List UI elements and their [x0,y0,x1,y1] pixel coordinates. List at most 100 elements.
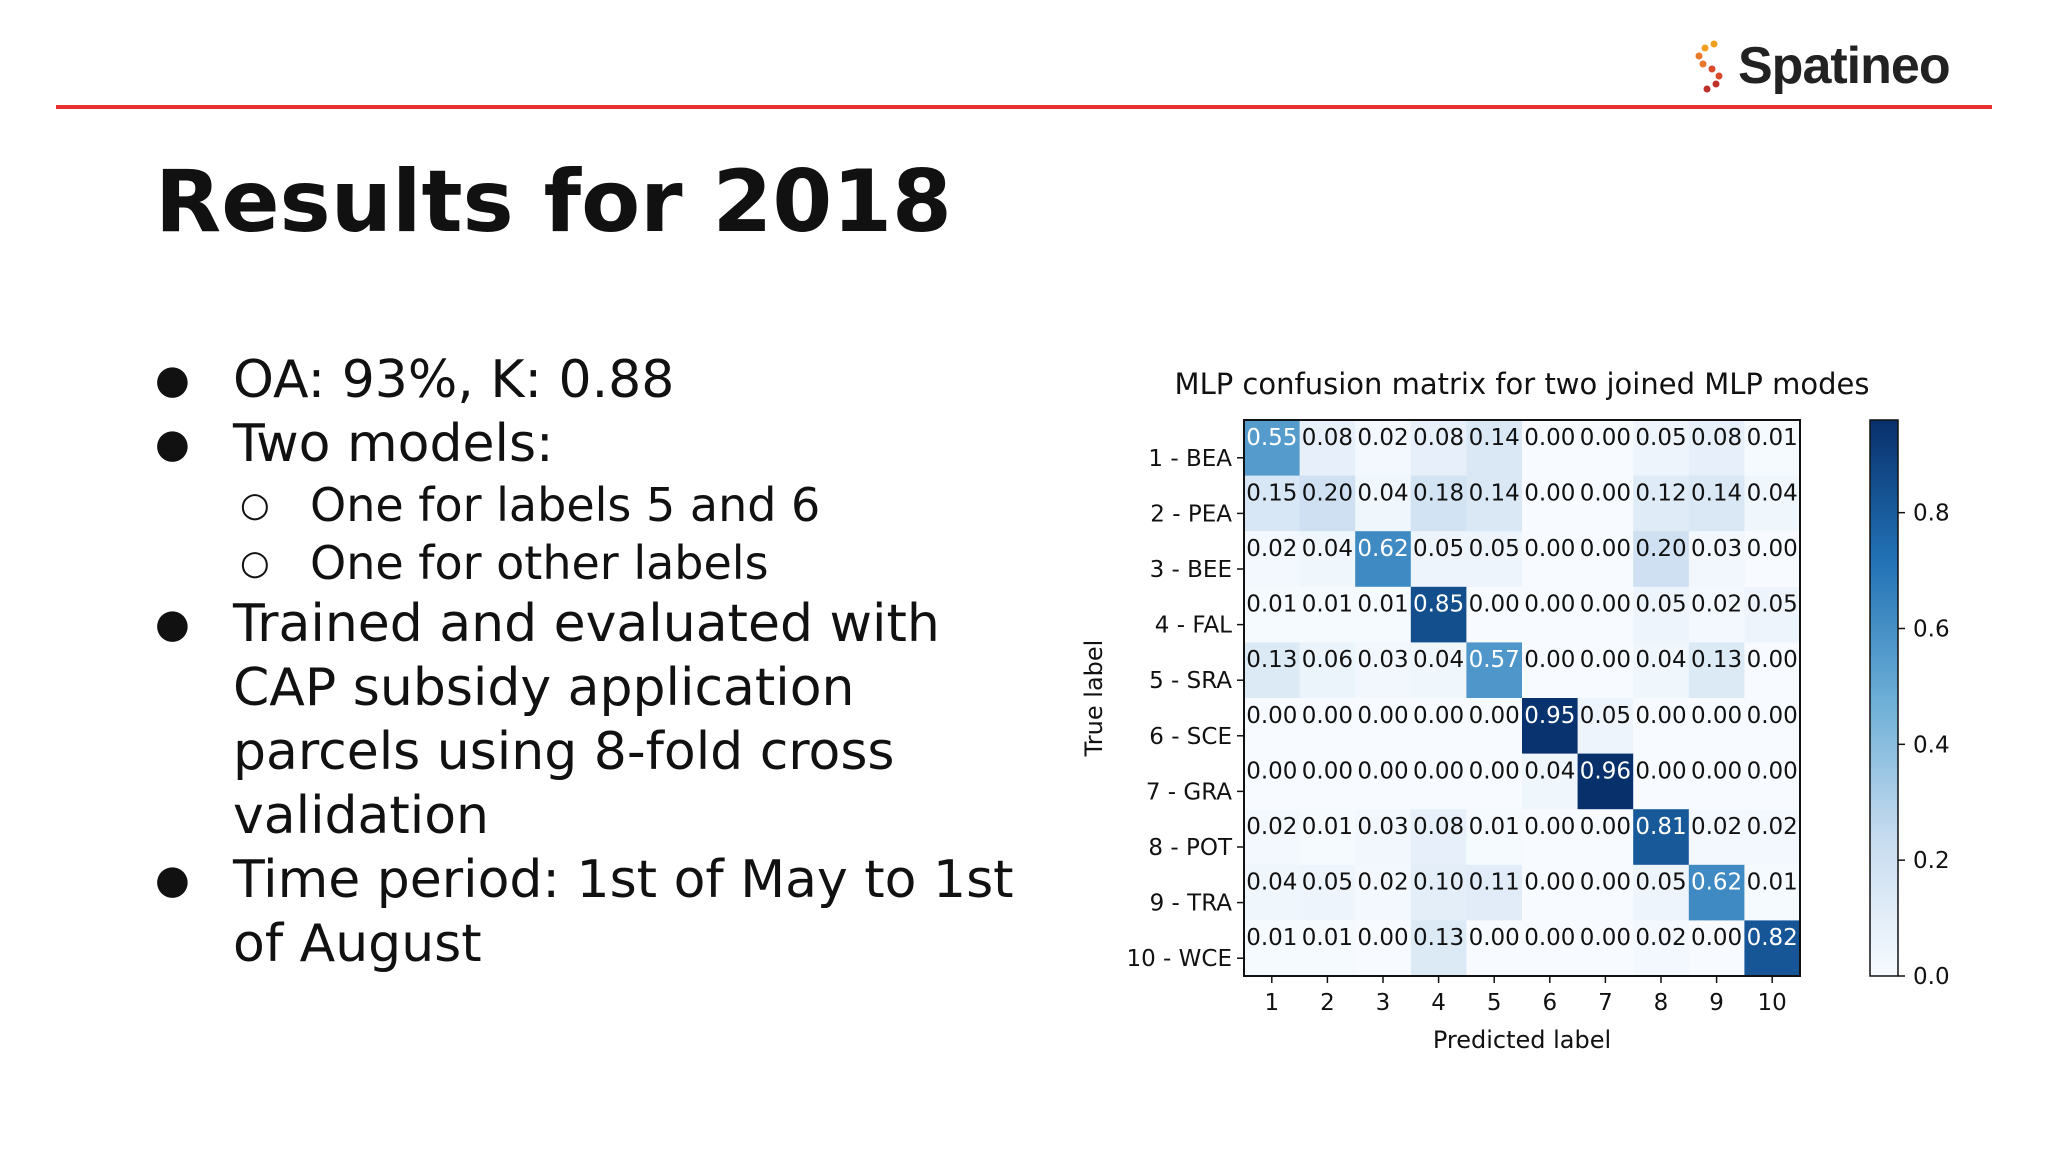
heatmap-cell [1355,642,1412,699]
heatmap-cell [1355,420,1412,477]
x-tick-label: 3 [1376,990,1391,1016]
y-tick-label: 2 - PEA [1150,501,1232,527]
cell-value-label: 0.08 [1413,425,1464,451]
y-tick-label: 6 - SCE [1149,724,1232,750]
spatineo-logo-icon [1695,40,1723,93]
cell-value-label: 0.04 [1302,536,1353,562]
heatmap-cell [1355,698,1412,755]
heatmap-cell [1633,420,1690,477]
heatmap-cell [1577,753,1634,810]
heatmap-cell [1466,698,1523,755]
cell-value-label: 0.00 [1747,536,1798,562]
cell-value-label: 0.95 [1524,703,1575,729]
cell-value-label: 0.02 [1635,925,1686,951]
heatmap-cell [1244,475,1301,532]
sub-bullet-model-1: One for labels 5 and 6 [155,476,1055,534]
heatmap-cell [1577,642,1634,699]
y-tick-label: 1 - BEA [1148,446,1232,472]
heatmap-cell [1244,531,1301,588]
cell-value-label: 0.11 [1469,870,1520,896]
heatmap-cell [1522,698,1579,755]
cell-value-label: 0.00 [1469,703,1520,729]
heatmap-cell [1633,920,1690,977]
colorbar-ticks: 0.0 0.2 0.4 0.6 0.8 [1898,501,1950,990]
heatmap-cell [1410,809,1467,866]
heatmap-cell [1522,420,1579,477]
heatmap-cell [1744,753,1801,810]
plot-frame [1243,419,1801,977]
cell-value-label: 0.01 [1246,592,1297,618]
x-tick-labels: 1 2 3 4 5 6 7 8 9 10 [1264,976,1787,1016]
cell-value-label: 0.01 [1747,870,1798,896]
heatmap-cell [1299,864,1356,921]
cell-value-label: 0.05 [1747,592,1798,618]
x-tick-label: 10 [1758,990,1787,1016]
y-tick-label: 4 - FAL [1155,613,1232,639]
cell-value-label: 0.08 [1413,814,1464,840]
heatmap-cell [1744,864,1801,921]
y-tick-label: 7 - GRA [1146,779,1232,805]
heatmap-cell [1522,753,1579,810]
cell-value-label: 0.00 [1469,925,1520,951]
x-tick-label: 4 [1431,990,1446,1016]
heatmap-cell [1410,642,1467,699]
heatmap-cell [1299,531,1356,588]
heatmap-cell [1688,920,1745,977]
y-tick-label: 5 - SRA [1149,668,1232,694]
y-tick-labels: 1 - BEA 2 - PEA 3 - BEE 4 - FAL 5 - SRA 6 - S… [1126,446,1244,972]
cell-value-label: 0.01 [1302,814,1353,840]
heatmap-cell [1577,586,1634,643]
cell-value-label: 0.00 [1580,925,1631,951]
heatmap-cell [1410,420,1467,477]
cell-value-label: 0.00 [1524,814,1575,840]
cell-value-label: 0.00 [1635,703,1686,729]
heatmap-cell [1466,531,1523,588]
cell-value-label: 0.00 [1524,647,1575,673]
cell-value-label: 0.00 [1524,925,1575,951]
bullet-training: Trained and evaluated with CAP subsidy a… [155,592,1055,848]
heatmap-cell [1299,420,1356,477]
cell-value-label: 0.00 [1246,703,1297,729]
heatmap-cell [1466,420,1523,477]
heatmap-cell [1577,475,1634,532]
cell-value-label: 0.00 [1302,758,1353,784]
cell-value-label: 0.05 [1635,592,1686,618]
cell-value-label: 0.20 [1635,536,1686,562]
x-tick-label: 9 [1709,990,1724,1016]
cell-value-label: 0.04 [1246,870,1297,896]
cell-value-label: 0.04 [1524,758,1575,784]
heatmap-cell [1466,475,1523,532]
cell-value-label: 0.96 [1580,758,1631,784]
heatmap-cell [1633,642,1690,699]
y-tick-label: 10 - WCE [1126,946,1232,972]
cell-value-label: 0.02 [1246,814,1297,840]
cell-value-label: 0.02 [1357,870,1408,896]
y-tick-label: 3 - BEE [1150,557,1232,583]
bullet-time-period: Time period: 1st of May to 1st of August [155,848,1055,976]
heatmap-cell [1410,698,1467,755]
cell-value-label: 0.02 [1357,425,1408,451]
heatmap-cell [1744,586,1801,643]
cell-value-label: 0.00 [1580,814,1631,840]
heatmap-cell [1522,642,1579,699]
heatmap-cell [1466,586,1523,643]
x-tick-label: 6 [1542,990,1557,1016]
heatmap-cell [1244,642,1301,699]
header-divider [56,105,1992,109]
cell-value-label: 0.00 [1357,925,1408,951]
heatmap-cell [1244,864,1301,921]
colorbar-tick-label: 0.6 [1913,617,1950,643]
cell-value-label: 0.05 [1635,425,1686,451]
cell-value-label: 0.01 [1302,925,1353,951]
heatmap-cell [1299,642,1356,699]
heatmap-cell [1299,753,1356,810]
cell-value-label: 0.00 [1524,592,1575,618]
cell-value-label: 0.00 [1580,536,1631,562]
heatmap-cell [1466,809,1523,866]
cell-value-label: 0.00 [1580,425,1631,451]
heatmap-cells: 0.55 0.08 0.02 0.08 0.14 0.00 0.00 0.05 0.08 0.01… [1244,420,1801,977]
x-tick-label: 2 [1320,990,1335,1016]
cell-value-label: 0.81 [1635,814,1686,840]
cell-value-label: 0.08 [1302,425,1353,451]
colorbar-tick-label: 0.2 [1913,848,1950,874]
